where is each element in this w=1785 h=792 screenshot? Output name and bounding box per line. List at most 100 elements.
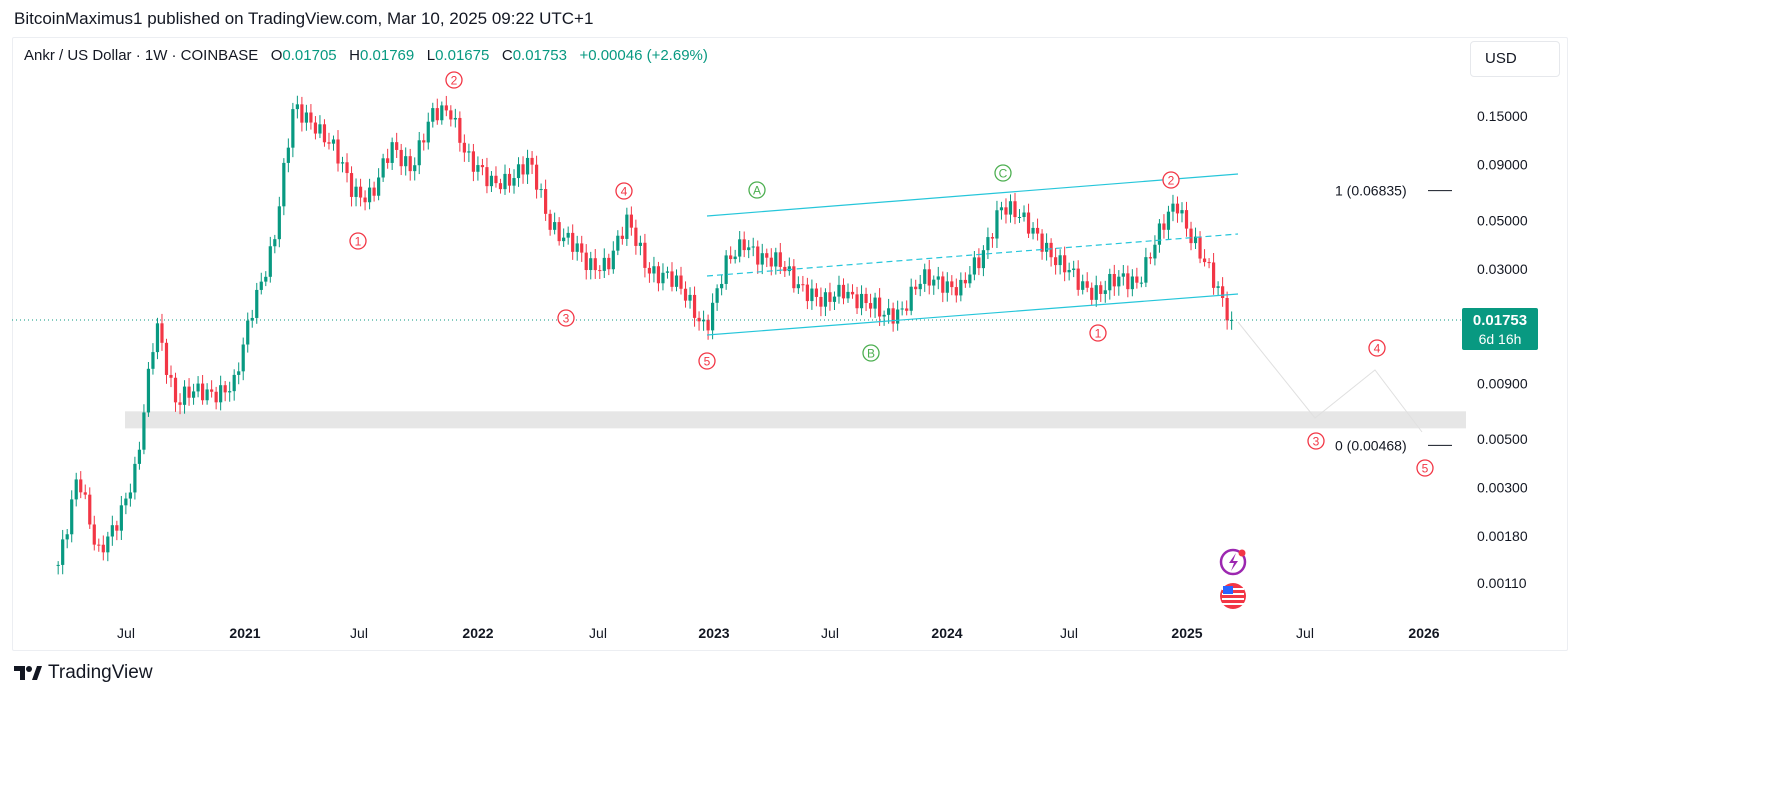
candle-body — [489, 175, 494, 187]
candle-body — [282, 162, 286, 207]
candle-body — [796, 284, 800, 289]
candle-body — [70, 499, 74, 535]
candle-body — [711, 302, 715, 331]
candle-body — [431, 108, 435, 122]
candle-body — [1189, 228, 1193, 244]
candle-body — [503, 173, 507, 190]
candle-body — [291, 109, 295, 148]
candle-body — [544, 189, 548, 214]
candle-body — [507, 173, 512, 186]
candle-body — [995, 210, 999, 239]
wave-label-text: C — [999, 167, 1008, 181]
candle-body — [205, 389, 209, 401]
candle-body — [539, 189, 543, 191]
candle-body — [801, 284, 805, 286]
tradingview-logo[interactable]: TradingView — [14, 662, 153, 684]
candle-body — [1094, 285, 1098, 300]
candle-body — [954, 287, 958, 296]
candle-body — [228, 391, 232, 393]
candle-body — [850, 291, 855, 295]
lightning-icon-bolt — [1229, 553, 1238, 571]
candle-body — [751, 246, 755, 248]
candle-body — [476, 165, 480, 172]
candle-body — [548, 213, 552, 230]
candle-body — [61, 539, 65, 565]
candle-body — [896, 309, 900, 324]
candle-body — [868, 303, 873, 309]
candle-body — [1121, 273, 1125, 277]
candle-body — [1049, 242, 1053, 258]
candle-body — [169, 374, 173, 378]
lightning-icon[interactable] — [1219, 548, 1247, 576]
candle-body — [1139, 282, 1143, 284]
candle-body — [575, 243, 579, 252]
candle-body — [968, 274, 972, 284]
notification-dot — [1238, 549, 1246, 557]
candle-body — [101, 544, 105, 553]
y-tick-label: 0.03000 — [1477, 261, 1528, 277]
candle-body — [223, 385, 227, 393]
x-tick-label: Jul — [350, 625, 368, 641]
candle-body — [119, 505, 123, 531]
high-label: H — [349, 47, 360, 64]
candle-body — [1067, 269, 1071, 273]
candle-body — [656, 266, 661, 284]
candle-body — [173, 377, 178, 403]
currency-button[interactable]: USD — [1470, 41, 1560, 77]
candle-body — [1026, 212, 1031, 234]
wave-label-circle — [862, 344, 880, 362]
x-tick-label: 2021 — [229, 625, 260, 641]
symbol-legend: Ankr / US Dollar · 1W · COINBASE O0.0170… — [24, 47, 708, 64]
candle-body — [828, 292, 832, 302]
candle-body — [792, 266, 796, 289]
wave-label: 4 — [1368, 339, 1386, 357]
candle-body — [756, 246, 760, 265]
candle-body — [259, 281, 263, 290]
candle-body — [882, 314, 886, 317]
candle-body — [692, 294, 697, 318]
candle-body — [553, 222, 557, 230]
candle-body — [832, 296, 837, 302]
candle-body — [187, 386, 191, 398]
candle-body — [566, 232, 570, 238]
candle-body — [1063, 255, 1067, 273]
wave-label-text: B — [867, 347, 875, 361]
y-tick-label: 0.09000 — [1477, 157, 1528, 173]
x-tick-label: Jul — [589, 625, 607, 641]
candle-body — [999, 207, 1004, 211]
candle-body — [837, 284, 841, 297]
candle-body — [74, 479, 78, 500]
wave-label-circle — [557, 309, 575, 327]
candle-body — [918, 283, 922, 290]
candle-body — [295, 104, 299, 110]
candle-body — [783, 266, 787, 272]
candle-body — [593, 258, 597, 271]
x-tick-label: 2022 — [462, 625, 493, 641]
wave-projection-path — [1237, 321, 1423, 433]
candle-body — [652, 266, 656, 274]
candle-body — [769, 257, 773, 267]
candle-body — [747, 247, 751, 251]
candle-body — [331, 139, 336, 144]
wave-label-text: 5 — [704, 355, 711, 369]
candle-body — [1090, 287, 1094, 300]
us-flag-icon[interactable] — [1220, 583, 1246, 609]
candle-body — [458, 117, 462, 143]
candle-body — [444, 105, 448, 111]
candle-body — [386, 158, 390, 163]
candle-body — [1004, 207, 1008, 215]
us-flag-canton — [1223, 586, 1233, 594]
candle-body — [309, 112, 313, 123]
candle-body — [715, 288, 719, 303]
candle-body — [313, 122, 318, 134]
bar-countdown: 6d 16h — [1479, 331, 1522, 347]
candle-body — [417, 140, 421, 166]
candle-body — [1130, 276, 1134, 290]
wave-label-text: 3 — [1313, 435, 1320, 449]
candle-body — [304, 112, 309, 123]
support-zone — [125, 411, 1466, 429]
candle-body — [1117, 276, 1121, 287]
candle-body — [1166, 211, 1171, 230]
wave-label-circle — [1368, 339, 1386, 357]
